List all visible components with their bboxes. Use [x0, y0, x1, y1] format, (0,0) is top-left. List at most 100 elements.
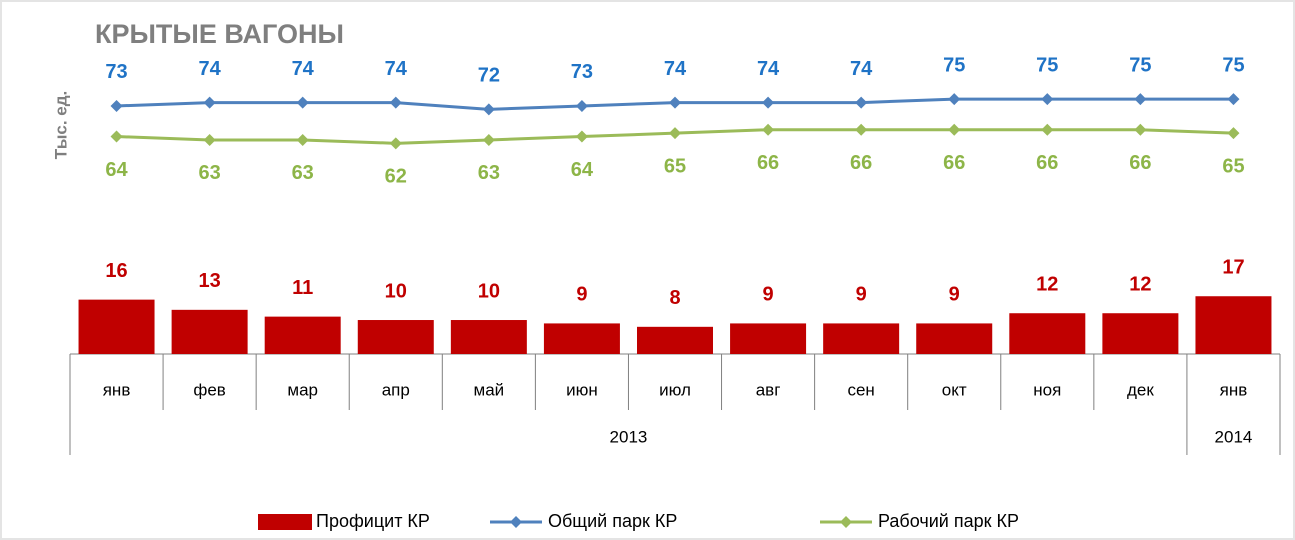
data-label: 63: [292, 162, 314, 184]
marker: [1041, 93, 1054, 106]
group-label: 2014: [1215, 427, 1253, 446]
bar: [78, 299, 155, 354]
bar: [1009, 313, 1086, 354]
group-label: 2013: [610, 427, 648, 446]
marker: [575, 99, 588, 112]
bar: [543, 323, 620, 354]
bar: [916, 323, 993, 354]
x-tick-label: дек: [1127, 380, 1154, 399]
bar: [1102, 313, 1179, 354]
legend-marker: [510, 516, 522, 528]
data-label: 66: [1036, 152, 1058, 174]
x-tick-label: апр: [382, 380, 410, 399]
data-label: 74: [292, 58, 315, 80]
x-tick-label: янв: [1220, 380, 1248, 399]
marker: [296, 133, 309, 146]
data-label: 64: [105, 159, 128, 181]
marker: [389, 137, 402, 150]
data-label: 66: [757, 152, 779, 174]
data-label: 66: [1129, 152, 1151, 174]
data-label: 12: [1036, 274, 1058, 296]
data-label: 66: [850, 152, 872, 174]
data-label: 9: [856, 284, 867, 306]
x-tick-label: ноя: [1033, 380, 1061, 399]
data-label: 63: [478, 162, 500, 184]
x-tick-label: авг: [756, 380, 781, 399]
x-tick-label: мар: [287, 380, 318, 399]
data-label: 9: [576, 284, 587, 306]
x-tick-label: фев: [193, 380, 225, 399]
legend-swatch: [258, 514, 312, 530]
marker: [389, 96, 402, 109]
marker: [110, 130, 123, 143]
marker: [1134, 93, 1147, 106]
data-label: 64: [571, 159, 594, 181]
bar: [637, 326, 713, 354]
x-tick-label: июн: [566, 380, 598, 399]
data-label: 74: [198, 58, 221, 80]
x-tick-label: сен: [847, 380, 874, 399]
bar: [730, 323, 807, 354]
data-label: 75: [1222, 54, 1244, 76]
data-label: 74: [850, 58, 873, 80]
data-label: 9: [763, 284, 774, 306]
marker: [203, 133, 216, 146]
data-label: 10: [385, 280, 407, 302]
data-label: 8: [669, 287, 680, 309]
marker: [575, 130, 588, 143]
chart-title: КРЫТЫЕ ВАГОНЫ: [95, 19, 344, 49]
bar: [357, 320, 434, 354]
marker: [948, 93, 961, 106]
legend-label: Профицит КР: [316, 511, 430, 531]
marker: [1134, 123, 1147, 136]
data-label: 13: [198, 270, 220, 292]
data-label: 62: [385, 166, 407, 188]
x-tick-label: июл: [659, 380, 691, 399]
marker: [855, 96, 868, 109]
marker: [203, 96, 216, 109]
legend-label: Рабочий парк КР: [878, 511, 1019, 531]
data-label: 75: [1036, 54, 1058, 76]
bar: [264, 316, 341, 354]
data-label: 75: [943, 54, 965, 76]
x-tick-label: окт: [942, 380, 967, 399]
marker: [110, 99, 123, 112]
marker: [482, 103, 495, 116]
marker: [1041, 123, 1054, 136]
marker: [762, 123, 775, 136]
marker: [762, 96, 775, 109]
marker: [482, 133, 495, 146]
data-label: 9: [949, 284, 960, 306]
data-label: 11: [292, 277, 313, 299]
marker: [296, 96, 309, 109]
data-label: 75: [1129, 54, 1151, 76]
marker: [669, 96, 681, 109]
bar: [450, 320, 527, 354]
data-label: 17: [1222, 257, 1244, 279]
marker: [669, 127, 681, 140]
data-label: 10: [478, 280, 500, 302]
y-axis-label: Тыс. ед.: [51, 91, 70, 160]
data-label: 72: [478, 65, 500, 87]
legend-marker: [840, 516, 852, 528]
bar: [1195, 296, 1272, 354]
marker: [855, 123, 868, 136]
data-label: 73: [571, 61, 593, 83]
data-label: 63: [198, 162, 220, 184]
marker: [1227, 127, 1240, 140]
x-tick-label: янв: [103, 380, 131, 399]
data-label: 73: [105, 61, 127, 83]
data-label: 74: [664, 58, 687, 80]
bar: [171, 309, 248, 354]
data-label: 74: [757, 58, 780, 80]
data-label: 12: [1129, 274, 1151, 296]
bar: [823, 323, 900, 354]
x-tick-label: май: [474, 380, 505, 399]
data-label: 65: [1222, 155, 1244, 177]
data-label: 65: [664, 155, 686, 177]
data-label: 74: [385, 58, 408, 80]
marker: [1227, 93, 1240, 106]
data-label: 16: [105, 260, 127, 282]
